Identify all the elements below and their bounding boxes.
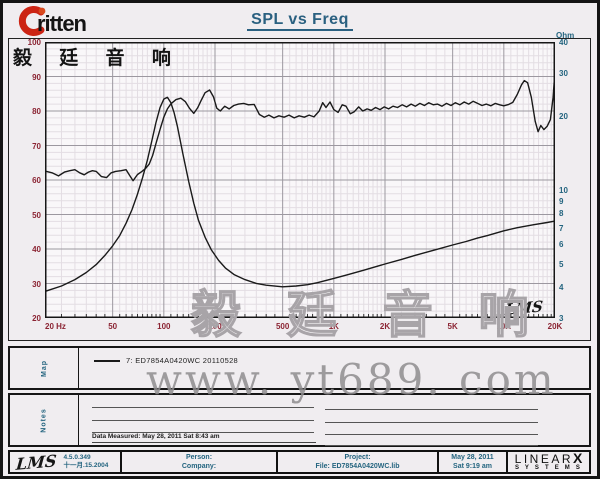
- linearx-systems: S Y S T E M S: [514, 465, 583, 471]
- footer-date: May 28, 2011: [451, 454, 494, 461]
- lms-footer-logo: LMS: [15, 450, 58, 474]
- legend-text: 7: ED7854A0420WC 20110528: [126, 356, 239, 365]
- footer-project-cell: Project: File: ED7854A0420WC.lib: [278, 452, 439, 472]
- notes-ruled-line: [325, 445, 538, 446]
- footer-date-cell: May 28, 2011 Sat 9:19 am: [439, 452, 508, 472]
- company-label: Company:: [181, 463, 217, 470]
- lms-version: 4.5.0.349: [63, 454, 91, 461]
- legend-item: 7: ED7854A0420WC 20110528: [94, 356, 238, 365]
- title-strip: SPL vs Freq: [3, 11, 597, 31]
- notes-section: Notes Data Measured: May 28, 2011 Sat 8:…: [8, 393, 591, 447]
- page-title: SPL vs Freq: [247, 11, 353, 31]
- map-label-cell: Map: [10, 348, 79, 388]
- map-section: Map 7: ED7854A0420WC 20110528: [8, 346, 591, 390]
- footer-bar: LMS 4.5.0.349 十一月.15.2004 Person: Compan…: [8, 450, 591, 474]
- legend-line-swatch: [94, 359, 120, 362]
- notes-ruled-line: [325, 434, 538, 435]
- person-label: Person:: [185, 454, 213, 461]
- website-watermark: www. yt689. com: [146, 355, 557, 404]
- notes-ruled-line: [92, 407, 314, 408]
- chinese-watermark: 毅 廷 音 响: [190, 286, 545, 344]
- map-section-label: Map: [40, 359, 48, 377]
- notes-ruled-line: [325, 422, 538, 423]
- spl-impedance-chart: [45, 42, 555, 318]
- notes-section-label: Notes: [40, 407, 48, 433]
- graph-section: [8, 38, 591, 341]
- footer-linearx-cell: LINEARX S Y S T E M S: [508, 450, 589, 472]
- linearx-x: X: [573, 450, 583, 466]
- notes-label-cell: Notes: [10, 395, 79, 445]
- footer-person-cell: Person: Company:: [122, 452, 278, 472]
- notes-ruled-line: [92, 432, 314, 433]
- footer-lms-cell: LMS 4.5.0.349 十一月.15.2004: [10, 450, 122, 474]
- lms-version-date: 十一月.15.2004: [63, 462, 109, 469]
- data-measured-text: Data Measured: May 28, 2011 Sat 8:43 am: [92, 433, 316, 443]
- project-label: Project:: [344, 454, 371, 461]
- brand-chinese-name: 毅 廷 音 响: [13, 48, 182, 69]
- notes-ruled-line: [92, 420, 314, 421]
- brand-swoosh-icon: [11, 5, 51, 44]
- linearx-name: LINEAR: [514, 452, 573, 466]
- notes-ruled-line: [325, 409, 538, 410]
- file-label: File: ED7854A0420WC.lib: [315, 463, 400, 470]
- brand-name: ritten: [37, 11, 87, 36]
- footer-time: Sat 9:19 am: [453, 463, 492, 470]
